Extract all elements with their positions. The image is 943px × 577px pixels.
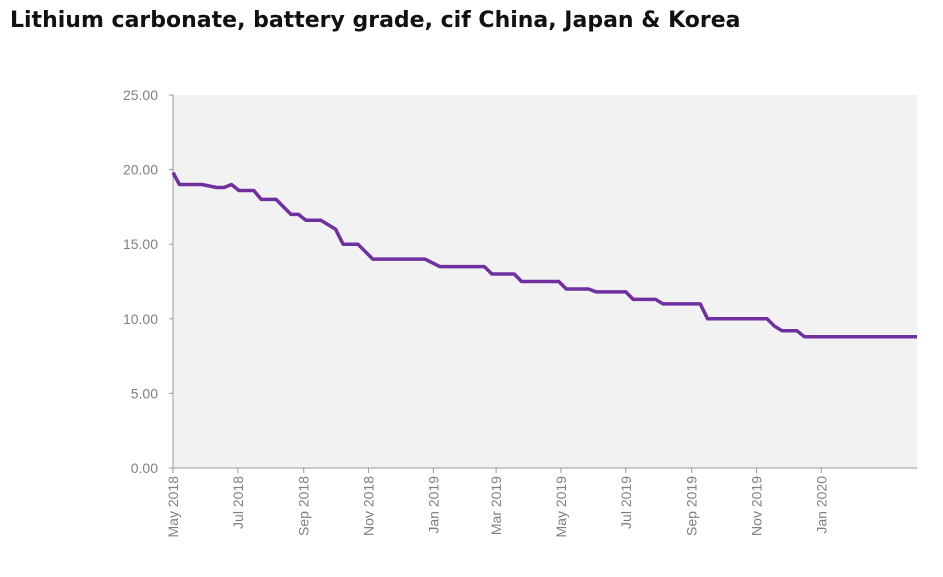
- x-tick-label: Sep 2018: [296, 476, 312, 536]
- chart-title: Lithium carbonate, battery grade, cif Ch…: [10, 8, 741, 33]
- price-series-line: [171, 171, 917, 339]
- x-axis: May 2018 Jul 2018 Sep 2018 Nov 2018 Jan 2019…: [165, 467, 917, 538]
- x-tick-label: Jul 2018: [230, 476, 246, 529]
- y-tick-label: 25.00: [123, 87, 158, 103]
- y-tick-label: 0.00: [131, 460, 158, 476]
- y-tick-label: 20.00: [123, 162, 158, 178]
- x-tick-label: May 2019: [553, 476, 569, 538]
- series-group: [171, 171, 917, 339]
- y-tick-label: 15.00: [123, 236, 158, 252]
- x-tick-label: Jul 2019: [618, 476, 634, 529]
- x-tick-label: May 2018: [165, 476, 181, 538]
- x-tick-label: Nov 2019: [749, 476, 765, 536]
- x-tick-label: Jan 2020: [813, 476, 829, 534]
- y-tick-label: 5.00: [131, 385, 158, 401]
- y-axis: 0.00 5.00 10.00 15.00 20.00 25.00: [123, 87, 174, 476]
- x-tick-label: Nov 2018: [361, 476, 377, 536]
- x-tick-label: Jan 2019: [425, 476, 441, 534]
- x-tick-label: Sep 2019: [684, 476, 700, 536]
- x-tick-label: Mar 2019: [488, 476, 504, 535]
- y-tick-label: 10.00: [123, 311, 158, 327]
